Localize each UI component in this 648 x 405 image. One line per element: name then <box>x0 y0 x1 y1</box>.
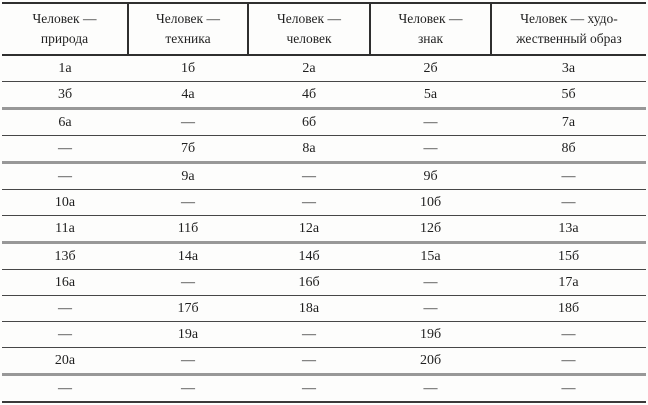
table-cell: — <box>128 374 248 403</box>
table-row: 11а 11б 12а 12б 13а <box>2 215 646 244</box>
table-cell: 3б <box>2 81 128 110</box>
table-row: 1а 1б 2а 2б 3а <box>2 55 646 82</box>
table-cell: 19а <box>128 321 248 348</box>
table-cell: 20а <box>2 347 128 376</box>
header-cell-human-artistic-image: Человек — худо- жественный образ <box>491 2 646 56</box>
table-cell: — <box>248 189 370 216</box>
table-cell: 15а <box>370 242 491 270</box>
table-cell: 12б <box>370 215 491 244</box>
table-cell: 1б <box>128 55 248 82</box>
table-cell: 19б <box>370 321 491 348</box>
table-cell: 9а <box>128 162 248 190</box>
table-cell: — <box>2 374 128 403</box>
table-cell: — <box>370 269 491 296</box>
table-cell: — <box>370 295 491 322</box>
table-cell: — <box>128 189 248 216</box>
table-row: 3б 4а 4б 5а 5б <box>2 81 646 110</box>
table-cell: 18б <box>491 295 646 322</box>
table-cell: — <box>128 108 248 136</box>
table-cell: — <box>370 135 491 164</box>
table-row: 13б 14а 14б 15а 15б <box>2 242 646 270</box>
table-cell: 7б <box>128 135 248 164</box>
table-cell: — <box>2 321 128 348</box>
table-cell: 2а <box>248 55 370 82</box>
table-cell: — <box>2 162 128 190</box>
table-cell: — <box>248 162 370 190</box>
table-row: 6а —6б —7а <box>2 108 646 136</box>
table-row: 20а — —20б — <box>2 347 646 376</box>
table-cell: — <box>248 374 370 403</box>
table-cell: 5б <box>491 81 646 110</box>
table-row: 10а — —10б — <box>2 189 646 216</box>
table-cell: 20б <box>370 347 491 376</box>
table-cell: 17а <box>491 269 646 296</box>
table-cell: 12а <box>248 215 370 244</box>
table-cell: 13а <box>491 215 646 244</box>
table-cell: 13б <box>2 242 128 270</box>
table-cell: 15б <box>491 242 646 270</box>
table-row: —19а —19б — <box>2 321 646 348</box>
table-cell: — <box>248 347 370 376</box>
table-cell: — <box>2 135 128 164</box>
table-cell: — <box>248 321 370 348</box>
header-cell-human-nature: Человек — природа <box>2 2 129 56</box>
table-cell: 10а <box>2 189 128 216</box>
table-cell: — <box>491 347 646 376</box>
table-cell: 11а <box>2 215 128 244</box>
table-cell: 16б <box>248 269 370 296</box>
table-row: —17б 18а —18б <box>2 295 646 322</box>
table-cell: 2б <box>370 55 491 82</box>
table-body: 1а 1б 2а 2б 3а 3б 4а 4б 5а 5б 6а —6б —7а —7б 8а —8б —9а —… <box>2 55 646 403</box>
table-cell: — <box>491 189 646 216</box>
table-cell: 17б <box>128 295 248 322</box>
table-cell: 1а <box>2 55 128 82</box>
table-cell: 6а <box>2 108 128 136</box>
table-cell: — <box>370 108 491 136</box>
table-cell: 14б <box>248 242 370 270</box>
header-cell-human-sign: Человек — знак <box>370 2 492 56</box>
table-cell: 16а <box>2 269 128 296</box>
table-row: —9а —9б — <box>2 162 646 190</box>
table-cell: — <box>2 295 128 322</box>
table-cell: 3а <box>491 55 646 82</box>
table-cell: — <box>128 347 248 376</box>
table-cell: — <box>128 269 248 296</box>
table-cell: 14а <box>128 242 248 270</box>
table-cell: 8б <box>491 135 646 164</box>
table-cell: 7а <box>491 108 646 136</box>
table-cell: — <box>491 374 646 403</box>
table-cell: 11б <box>128 215 248 244</box>
table-cell: 6б <box>248 108 370 136</box>
table-row: —7б 8а —8б <box>2 135 646 164</box>
table-cell: 9б <box>370 162 491 190</box>
header-cell-human-human: Человек — человек <box>248 2 371 56</box>
table-header-row: Человек — природа Человек — техника Чело… <box>2 2 646 56</box>
table-cell: — <box>491 162 646 190</box>
table-cell: 4а <box>128 81 248 110</box>
table-header: Человек — природа Человек — техника Чело… <box>2 2 646 56</box>
table-cell: 10б <box>370 189 491 216</box>
table-cell: 8а <box>248 135 370 164</box>
table-cell: — <box>370 374 491 403</box>
table-cell: 5а <box>370 81 491 110</box>
table-row: 16а —16б —17а <box>2 269 646 296</box>
table-cell: 18а <box>248 295 370 322</box>
header-cell-human-technics: Человек — техника <box>128 2 249 56</box>
table-cell: 4б <box>248 81 370 110</box>
table-row: — — — — — <box>2 374 646 403</box>
table-cell: — <box>491 321 646 348</box>
